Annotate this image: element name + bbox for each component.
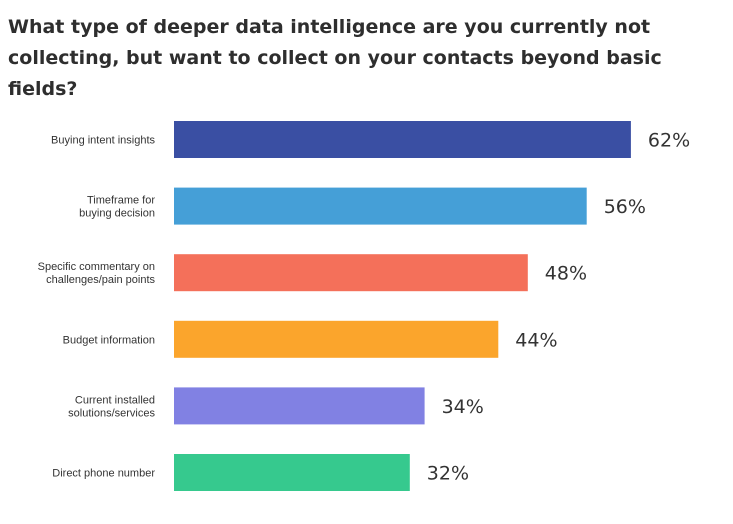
category-label-2: Timeframe for buying decision xyxy=(79,195,155,220)
category-labels-group: Buying intent insights Timeframe for buyin… xyxy=(38,135,156,480)
category-label-1: Buying intent insights xyxy=(51,135,155,147)
category-label-5: Current installed solutions/services xyxy=(68,394,155,419)
bar-6 xyxy=(174,454,410,491)
value-labels-group: 62% 56% 48% 44% 34% 32% xyxy=(427,130,690,485)
chart-title: What type of deeper data intelligence ar… xyxy=(8,16,662,100)
bar-3 xyxy=(174,254,528,292)
value-label-3: 48% xyxy=(545,263,587,285)
value-label-5: 34% xyxy=(442,396,484,418)
value-label-6: 32% xyxy=(427,463,469,485)
bar-1 xyxy=(174,121,631,158)
value-label-4: 44% xyxy=(515,329,557,351)
value-label-2: 56% xyxy=(604,196,646,218)
category-label-6: Direct phone number xyxy=(52,468,155,480)
category-label-4: Budget information xyxy=(63,334,155,346)
bar-2 xyxy=(174,187,587,225)
category-label-3: Specific commentary on challenges/pain po… xyxy=(38,261,156,286)
bars-group xyxy=(174,121,631,491)
bar-4 xyxy=(174,320,499,358)
bar-5 xyxy=(174,387,425,425)
value-label-1: 62% xyxy=(648,130,690,152)
